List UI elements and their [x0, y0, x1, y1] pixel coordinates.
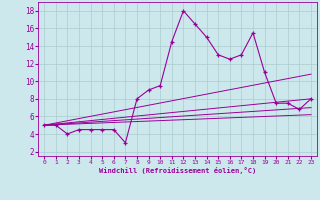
X-axis label: Windchill (Refroidissement éolien,°C): Windchill (Refroidissement éolien,°C) [99, 167, 256, 174]
